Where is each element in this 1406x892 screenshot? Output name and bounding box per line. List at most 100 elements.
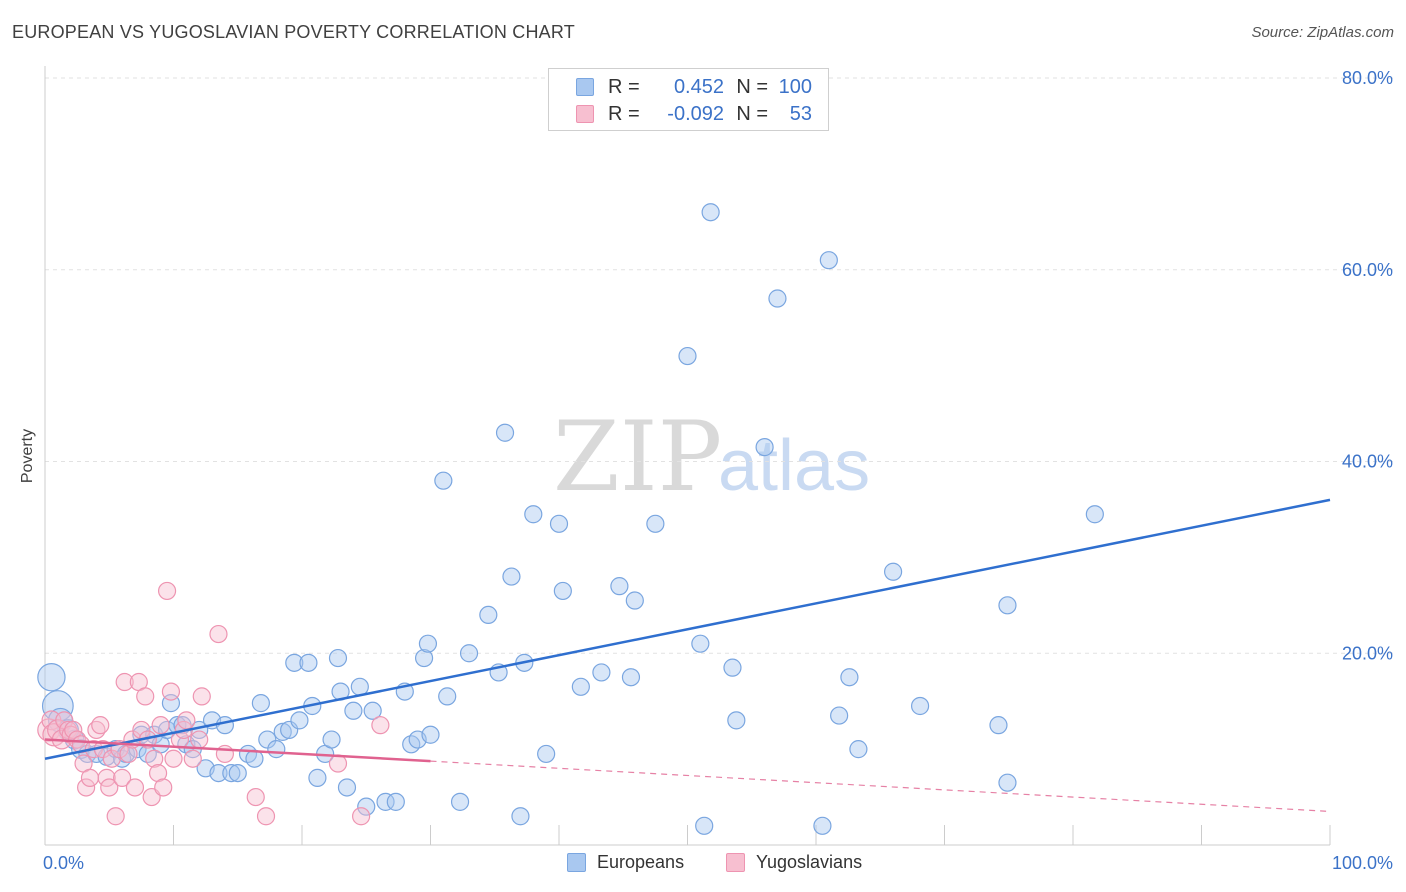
point-europeans — [553, 581, 572, 601]
point-yugoslavians — [256, 807, 276, 826]
point-europeans — [479, 605, 498, 625]
point-europeans — [459, 644, 479, 663]
bottom-legend-yugoslavians: Yugoslavians — [726, 852, 862, 873]
point-europeans — [344, 701, 363, 720]
point-europeans — [691, 634, 710, 653]
trend-line-yugoslavians — [44, 738, 431, 763]
trend-line-extension-yugoslavians — [430, 760, 1331, 813]
point-europeans — [495, 423, 515, 442]
point-europeans — [273, 722, 292, 741]
legend-swatch-yugoslavians — [576, 105, 594, 123]
point-yugoslavians — [190, 730, 209, 749]
point-europeans — [819, 251, 838, 270]
point-europeans — [524, 505, 543, 524]
bottom-legend-swatch-yugoslavians — [726, 853, 745, 872]
point-europeans — [840, 668, 859, 687]
point-europeans — [450, 792, 470, 811]
point-europeans — [386, 792, 405, 811]
point-yugoslavians — [371, 716, 390, 735]
point-yugoslavians — [115, 672, 134, 692]
correlation-legend: R = 0.452 N = 100 R = -0.092 N = 53 — [548, 68, 829, 131]
bottom-legend-swatch-europeans — [567, 853, 586, 872]
point-europeans — [727, 711, 746, 730]
point-europeans — [299, 653, 318, 672]
point-yugoslavians — [151, 716, 170, 735]
point-europeans — [511, 807, 530, 826]
point-yugoslavians — [246, 787, 265, 807]
point-yugoslavians — [157, 581, 177, 601]
bottom-legend-label-yugoslavians: Yugoslavians — [756, 852, 863, 872]
point-yugoslavians — [100, 778, 119, 797]
point-europeans — [678, 346, 697, 366]
point-europeans — [989, 716, 1008, 735]
legend-n-value: 53 — [789, 102, 812, 125]
watermark: ZIP atlas — [553, 401, 870, 513]
point-europeans — [222, 763, 241, 783]
point-europeans — [434, 471, 453, 490]
y-tick-label: 60.0% — [1342, 260, 1393, 280]
point-yugoslavians — [161, 682, 181, 701]
point-yugoslavians — [64, 720, 83, 740]
point-europeans — [308, 768, 327, 787]
point-yugoslavians — [154, 778, 173, 797]
axes — [44, 66, 1331, 846]
tick-labels: 20.0% 40.0% 60.0% 80.0% 0.0% 100.0% — [43, 68, 1393, 873]
legend-swatch-europeans — [576, 78, 594, 96]
point-europeans — [376, 792, 395, 811]
point-yugoslavians — [145, 749, 164, 768]
point-europeans — [625, 591, 644, 610]
point-europeans — [215, 716, 234, 735]
point-europeans — [998, 773, 1017, 792]
point-yugoslavians — [328, 754, 348, 773]
point-yugoslavians — [80, 768, 100, 787]
watermark-atlas: atlas — [718, 426, 870, 506]
point-europeans — [755, 438, 774, 457]
bottom-legend-europeans: Europeans — [567, 852, 684, 873]
point-europeans — [328, 648, 348, 668]
point-europeans — [209, 763, 228, 783]
point-europeans — [571, 677, 590, 696]
trend-line-europeans — [44, 498, 1331, 760]
point-yugoslavians — [177, 711, 196, 730]
point-europeans — [549, 514, 569, 533]
point-yugoslavians — [102, 749, 121, 768]
data-points — [37, 203, 1104, 835]
point-europeans — [267, 740, 286, 759]
point-yugoslavians — [125, 778, 145, 797]
point-europeans — [621, 668, 641, 687]
point-europeans — [1085, 505, 1104, 524]
point-europeans — [998, 596, 1017, 615]
point-yugoslavians — [112, 768, 132, 787]
point-europeans — [610, 577, 629, 596]
chart-title: EUROPEAN VS YUGOSLAVIAN POVERTY CORRELAT… — [12, 22, 575, 42]
point-europeans — [438, 687, 457, 706]
trend-lines — [44, 498, 1331, 813]
point-europeans — [350, 677, 369, 696]
point-europeans — [830, 706, 849, 725]
point-europeans — [418, 634, 438, 653]
point-europeans — [723, 658, 742, 677]
point-europeans — [421, 725, 440, 744]
legend-n-value: 100 — [778, 75, 812, 98]
source-label: Source: ZipAtlas.com — [1251, 24, 1394, 41]
point-europeans — [290, 711, 309, 730]
point-europeans — [849, 740, 868, 759]
point-europeans — [228, 763, 247, 783]
watermark-zip: ZIP — [553, 401, 722, 513]
bottom-legend-label-europeans: Europeans — [597, 852, 685, 872]
y-tick-label: 20.0% — [1342, 643, 1393, 663]
point-europeans — [537, 744, 556, 764]
legend-r-label: R = — [608, 102, 640, 125]
point-europeans — [357, 797, 376, 816]
legend-n-label: N = — [736, 75, 768, 98]
point-europeans — [414, 648, 434, 668]
point-europeans — [37, 663, 66, 692]
point-yugoslavians — [148, 763, 168, 783]
point-yugoslavians — [352, 807, 371, 826]
point-yugoslavians — [77, 778, 96, 797]
point-europeans — [363, 701, 382, 720]
point-yugoslavians — [91, 716, 110, 735]
point-yugoslavians — [106, 807, 125, 826]
point-yugoslavians — [136, 687, 155, 706]
point-europeans — [592, 663, 611, 682]
